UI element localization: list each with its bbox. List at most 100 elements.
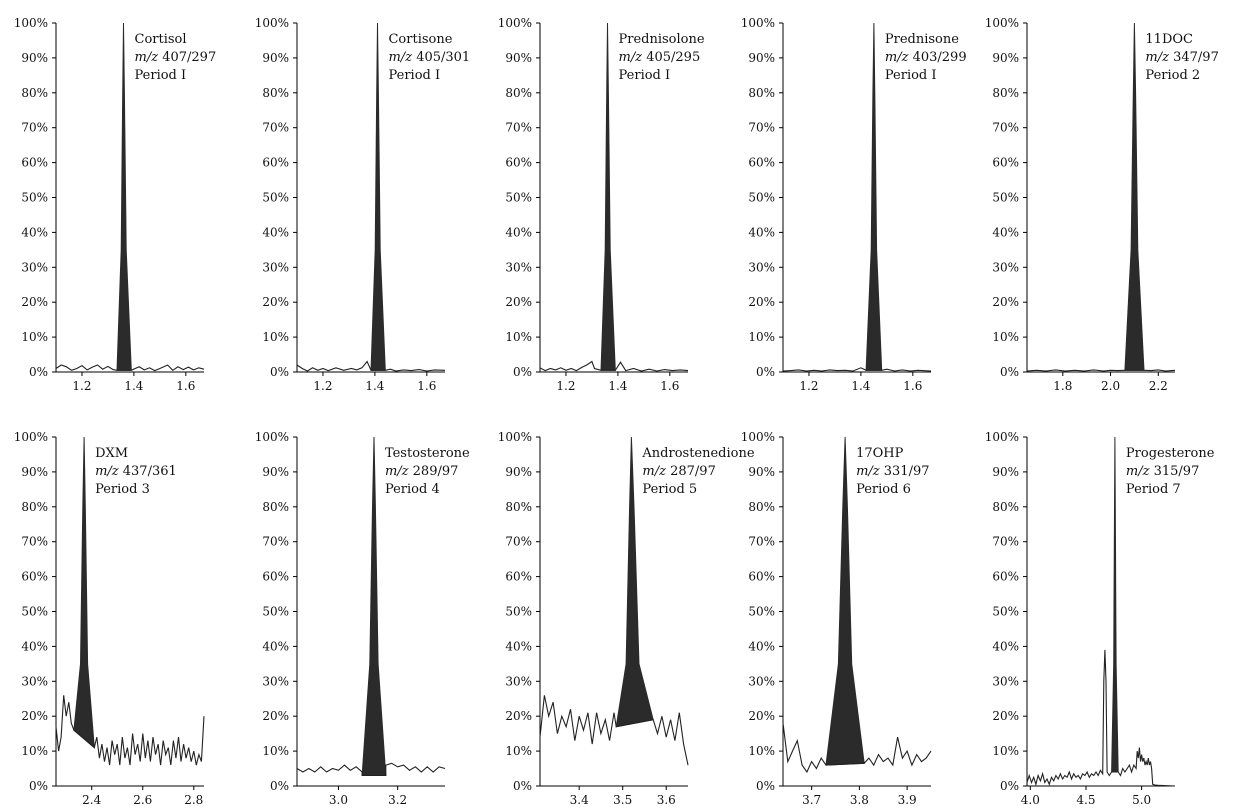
signal-trace	[782, 723, 932, 774]
y-tick-label: 50%	[748, 191, 775, 205]
y-tick-label: 0%	[513, 779, 532, 793]
x-tick-label: 1.6	[660, 379, 679, 393]
y-tick-label: 80%	[992, 500, 1019, 514]
y-tick-label: 40%	[262, 639, 289, 653]
compound-name: Prednisolone	[619, 32, 705, 47]
y-tick-label: 20%	[505, 295, 532, 309]
y-tick-label: 50%	[505, 605, 532, 619]
y-tick-label: 90%	[262, 51, 289, 65]
y-tick-label: 30%	[505, 674, 532, 688]
y-tick-label: 50%	[21, 191, 48, 205]
y-tick-label: 10%	[262, 744, 289, 758]
y-tick-label: 70%	[262, 121, 289, 135]
y-tick-label: 0%	[29, 779, 48, 793]
y-tick-label: 0%	[1000, 365, 1019, 379]
y-tick-label: 30%	[262, 260, 289, 274]
y-tick-label: 40%	[21, 639, 48, 653]
y-tick-label: 70%	[992, 535, 1019, 549]
y-tick-label: 100%	[255, 430, 289, 444]
signal-trace	[539, 360, 689, 372]
peak-area	[615, 436, 654, 728]
y-tick-label: 10%	[505, 744, 532, 758]
x-tick-label: 5.0	[1132, 793, 1151, 807]
x-tick-label: 2.2	[1149, 379, 1168, 393]
y-tick-label: 90%	[748, 51, 775, 65]
period-label: Period I	[885, 68, 937, 83]
chromatogram-panel: 0% 10% 20% 30% 40% 50% 60% 70% 80% 90% 100% 3.7 3.8 3…	[741, 430, 932, 807]
compound-name: Androstenedione	[641, 446, 754, 461]
y-tick-label: 10%	[748, 744, 775, 758]
compound-name: 11DOC	[1145, 32, 1193, 47]
period-label: Period I	[388, 68, 440, 83]
x-tick-label: 3.2	[388, 793, 407, 807]
y-tick-label: 40%	[505, 639, 532, 653]
y-tick-label: 40%	[992, 225, 1019, 239]
y-tick-label: 10%	[992, 330, 1019, 344]
y-tick-label: 0%	[756, 779, 775, 793]
y-tick-label: 30%	[992, 674, 1019, 688]
y-tick-label: 100%	[741, 430, 775, 444]
y-tick-label: 10%	[21, 330, 48, 344]
chromatogram-panel: 0% 10% 20% 30% 40% 50% 60% 70% 80% 90% 100% 1.2 1.4 1…	[498, 16, 705, 393]
transition-label: m/z 315/97	[1126, 464, 1199, 479]
compound-name: Progesterone	[1126, 446, 1215, 461]
x-tick-label: 3.4	[570, 793, 589, 807]
y-tick-label: 60%	[748, 570, 775, 584]
period-label: Period 6	[856, 482, 911, 497]
y-tick-label: 80%	[748, 86, 775, 100]
x-tick-label: 2.6	[133, 793, 152, 807]
y-tick-label: 10%	[992, 744, 1019, 758]
x-tick-label: 2.4	[82, 793, 101, 807]
signal-trace	[782, 367, 932, 372]
y-tick-label: 100%	[255, 16, 289, 30]
peak-area	[361, 436, 387, 776]
y-tick-label: 50%	[748, 605, 775, 619]
y-tick-label: 80%	[21, 86, 48, 100]
y-tick-label: 80%	[505, 86, 532, 100]
period-label: Period I	[619, 68, 671, 83]
transition-label: m/z 407/297	[135, 50, 217, 65]
y-tick-label: 100%	[741, 16, 775, 30]
x-tick-label: 3.5	[613, 793, 632, 807]
peak-area	[1111, 436, 1119, 773]
y-tick-label: 90%	[262, 465, 289, 479]
peak-area	[865, 22, 883, 371]
y-tick-label: 50%	[21, 605, 48, 619]
y-tick-label: 10%	[748, 330, 775, 344]
peak-area	[73, 436, 95, 749]
y-tick-label: 0%	[270, 779, 289, 793]
transition-label: m/z 287/97	[642, 464, 715, 479]
signal-trace	[539, 695, 689, 766]
peak-area	[825, 436, 865, 766]
y-tick-label: 80%	[262, 500, 289, 514]
y-tick-label: 30%	[748, 674, 775, 688]
y-tick-label: 90%	[505, 51, 532, 65]
y-tick-label: 70%	[21, 535, 48, 549]
x-tick-label: 1.2	[556, 379, 575, 393]
x-tick-label: 3.7	[802, 793, 821, 807]
y-tick-label: 60%	[505, 156, 532, 170]
y-tick-label: 50%	[262, 605, 289, 619]
signal-trace	[296, 360, 446, 372]
period-label: Period 3	[95, 482, 150, 497]
y-tick-label: 40%	[748, 225, 775, 239]
x-tick-label: 1.4	[608, 379, 627, 393]
y-tick-label: 90%	[992, 465, 1019, 479]
signal-trace	[1026, 369, 1176, 372]
y-tick-label: 0%	[270, 365, 289, 379]
compound-name: 17OHP	[856, 446, 904, 461]
y-tick-label: 20%	[992, 709, 1019, 723]
y-tick-label: 100%	[14, 16, 48, 30]
y-tick-label: 100%	[498, 430, 532, 444]
y-tick-label: 70%	[505, 535, 532, 549]
y-tick-label: 80%	[748, 500, 775, 514]
y-tick-label: 40%	[262, 225, 289, 239]
peak-area	[370, 22, 386, 371]
y-tick-label: 60%	[21, 570, 48, 584]
y-tick-label: 80%	[505, 500, 532, 514]
compound-name: Cortisone	[388, 32, 452, 47]
y-tick-label: 100%	[498, 16, 532, 30]
compound-name: Cortisol	[135, 32, 187, 47]
x-tick-label: 1.2	[313, 379, 332, 393]
y-tick-label: 30%	[21, 674, 48, 688]
